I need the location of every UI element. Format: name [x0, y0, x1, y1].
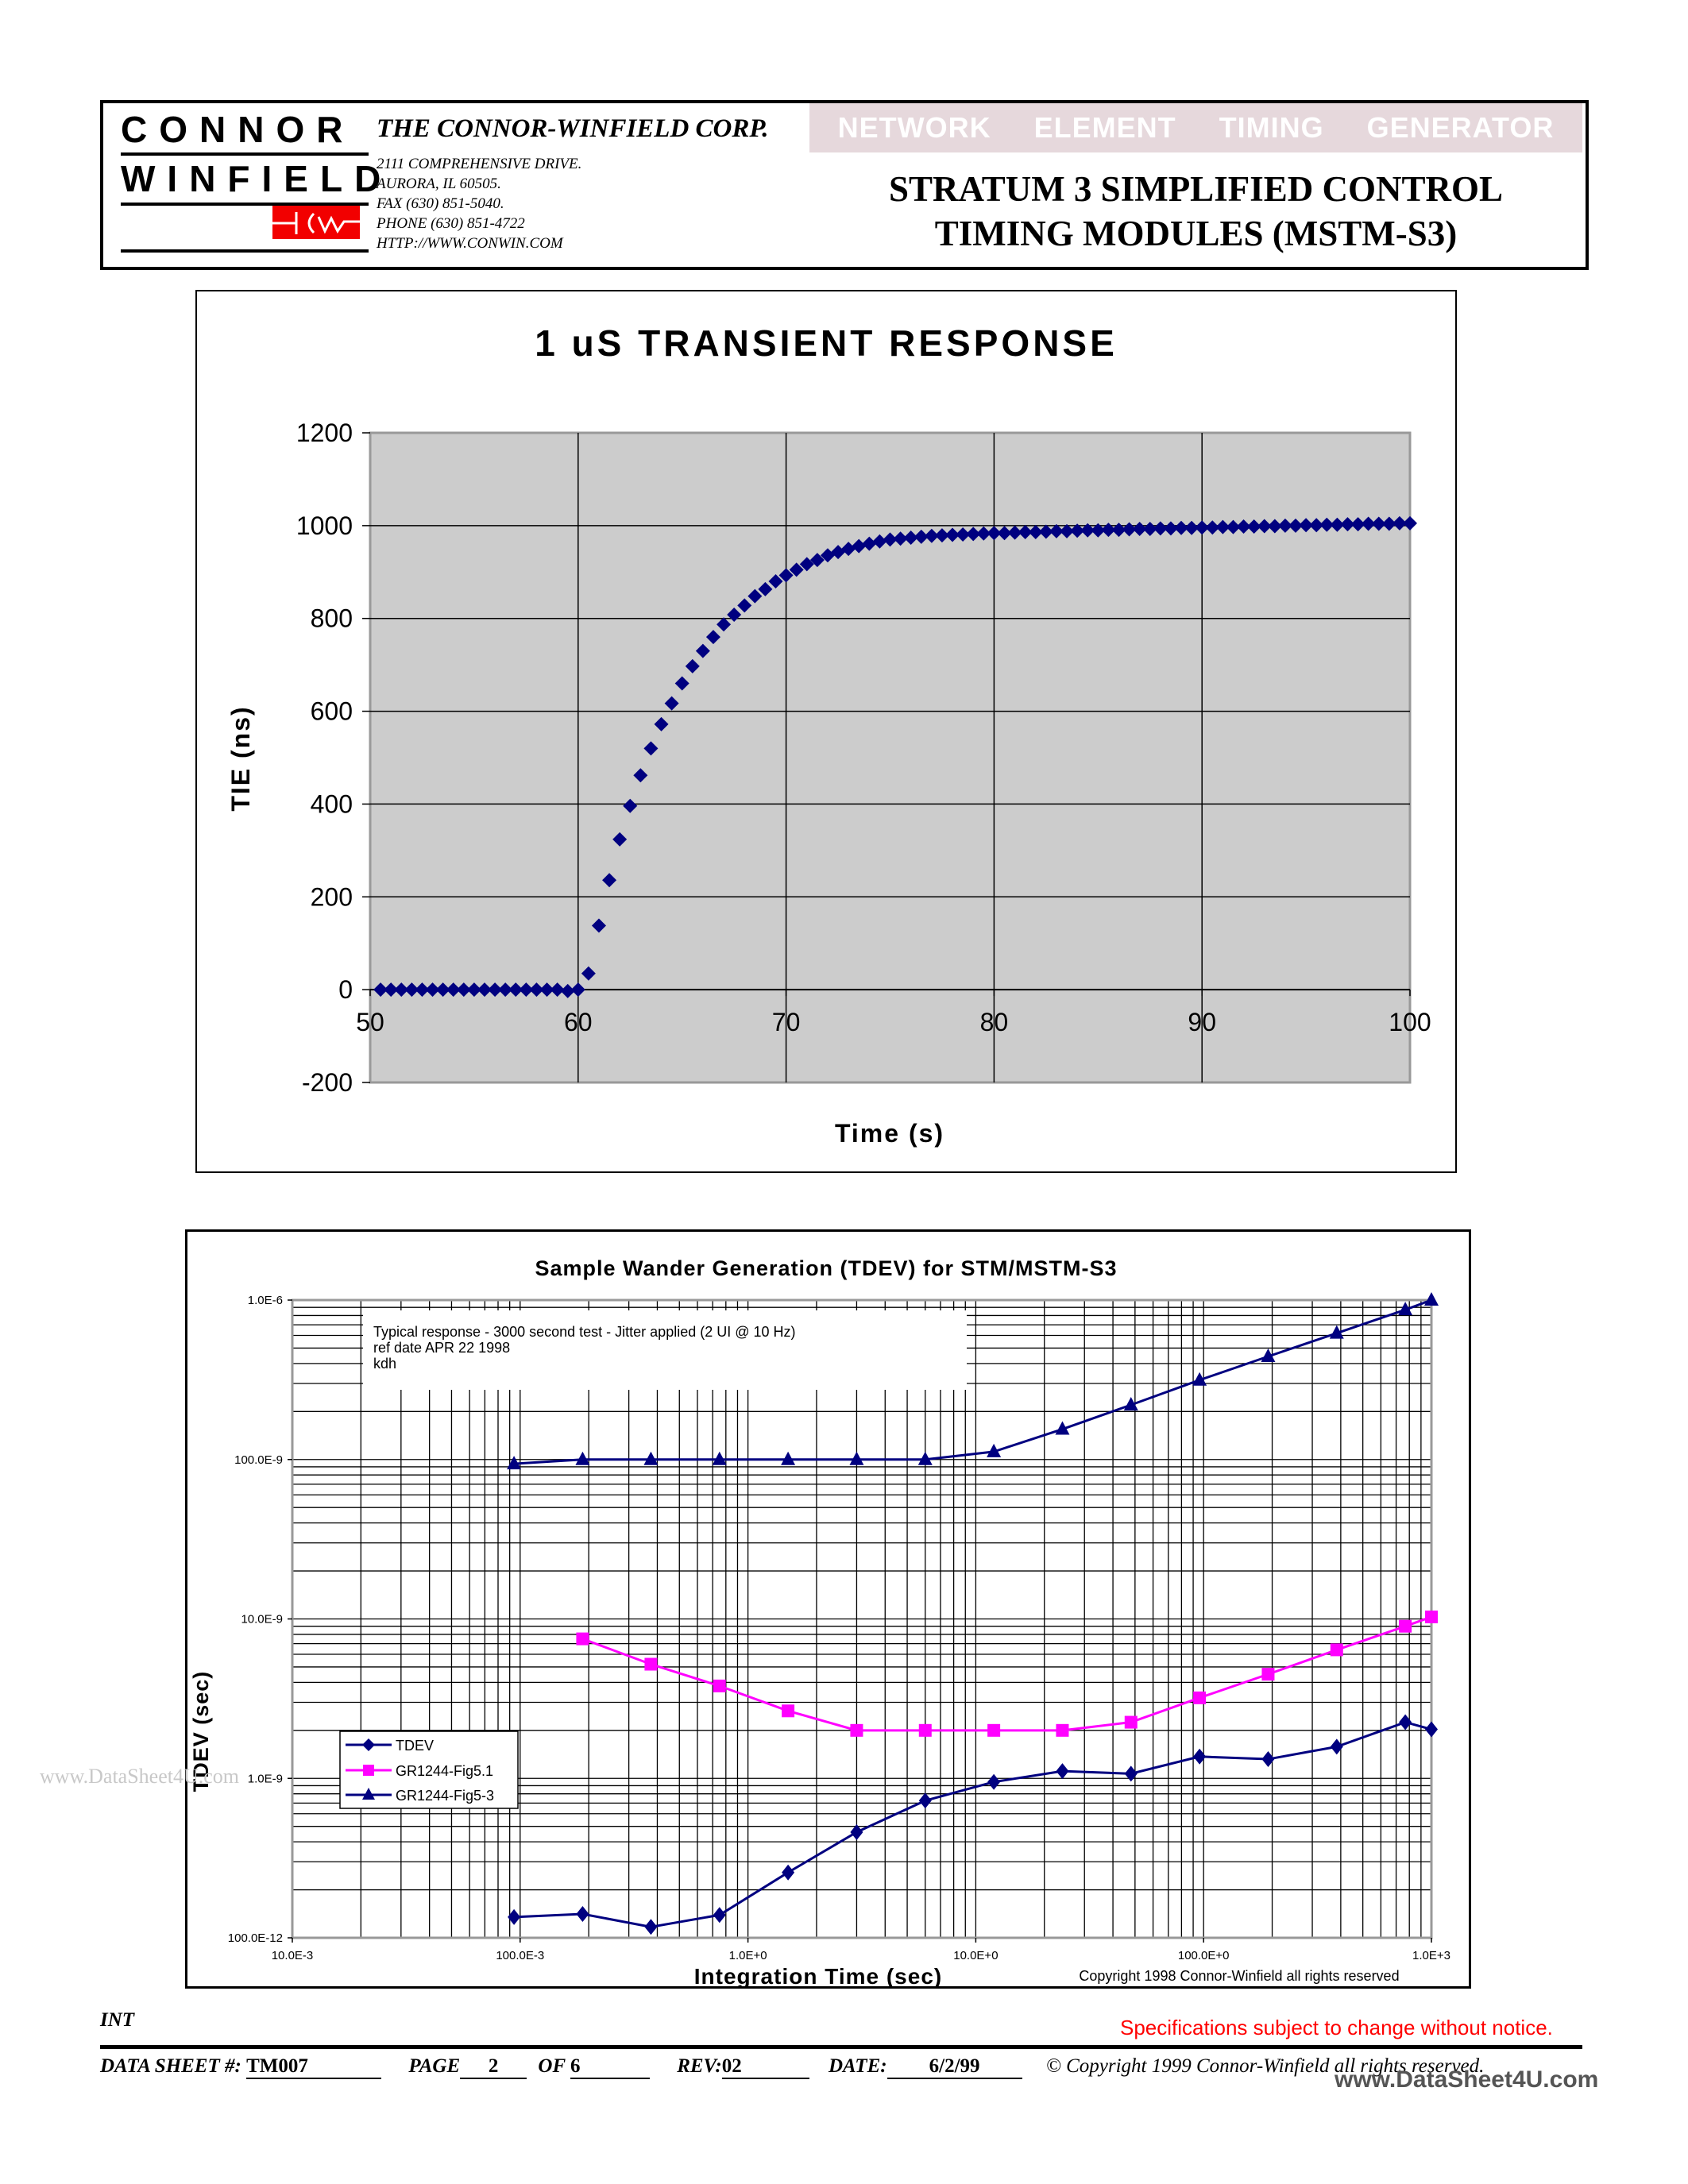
triangle-marker-icon [362, 1788, 375, 1800]
phone-line: PHONE (630) 851-4722 [377, 215, 525, 232]
square-marker-icon [363, 1765, 374, 1776]
logo-rule [121, 203, 369, 206]
svg-text:50: 50 [356, 1008, 384, 1036]
page-number: 2 [460, 2055, 527, 2079]
svg-text:10.0E-3: 10.0E-3 [272, 1949, 314, 1962]
data-sheet-label: DATA SHEET #: [100, 2055, 241, 2077]
svg-text:90: 90 [1188, 1008, 1216, 1036]
diamond-marker-icon [362, 1738, 375, 1751]
chart-legend: TDEV GR1244-Fig5.1 GR1244-Fig5-3 [339, 1731, 519, 1809]
product-title-line2: TIMING MODULES (MSTM-S3) [934, 214, 1458, 253]
watermark-text: www.DataSheet4U.com [40, 1765, 240, 1788]
website-line: HTTP://WWW.CONWIN.COM [377, 235, 563, 252]
y-axis-label: TDEV (sec) [189, 1671, 213, 1792]
svg-text:100.0E-12: 100.0E-12 [228, 1931, 283, 1945]
of-label: OF [538, 2055, 566, 2077]
svg-text:1.0E-9: 1.0E-9 [248, 1772, 283, 1785]
company-address: 2111 COMPREHENSIVE DRIVE. AURORA, IL 605… [377, 154, 581, 253]
svg-text:800: 800 [311, 604, 353, 633]
series-lines [507, 1292, 1439, 1935]
transient-response-chart: 1 uS TRANSIENT RESPONSE -200 0 200 400 600 80… [195, 290, 1457, 1173]
svg-text:10.0E-9: 10.0E-9 [241, 1613, 283, 1626]
data-sheet-number: TM007 [246, 2055, 382, 2079]
footer-rule [100, 2045, 1582, 2049]
spec-notice: Specifications subject to change without… [1120, 2016, 1553, 2039]
product-category-banner: NETWORK ELEMENT TIMING GENERATOR [809, 103, 1582, 152]
copyright-text: © Copyright 1999 Connor-Winfield all rig… [1045, 2055, 1485, 2077]
legend-label: TDEV [396, 1738, 434, 1754]
watermark-site: www.DataSheet4U.com [1335, 2066, 1599, 2093]
chart-copyright: Copyright 1998 Connor-Winfield all right… [1079, 1968, 1399, 1984]
hcw-logo-icon [272, 206, 360, 239]
legend-label: GR1244-Fig5.1 [396, 1763, 493, 1779]
svg-text:200: 200 [311, 882, 353, 911]
footer-code: INT [100, 2009, 135, 2031]
rev-label: REV: [677, 2055, 722, 2077]
page-label: PAGE [408, 2055, 461, 2077]
rev-number: 02 [721, 2055, 809, 2079]
data-points [373, 515, 1417, 998]
svg-text:1000: 1000 [296, 511, 353, 540]
legend-label: GR1244-Fig5-3 [396, 1788, 494, 1804]
x-axis-label: Integration Time (sec) [694, 1964, 942, 1989]
y-axis-label: TIE (ns) [226, 705, 255, 811]
svg-text:0: 0 [338, 975, 353, 1004]
logo-rule [121, 152, 369, 156]
product-title: STRATUM 3 SIMPLIFIED CONTROL TIMING MODU… [809, 167, 1582, 256]
logo-connor: CONNOR [121, 109, 355, 150]
document-header: CONNOR WINFIELD THE CONNOR-WINFIELD CORP… [100, 100, 1589, 270]
chart-title: 1 uS TRANSIENT RESPONSE [535, 322, 1118, 364]
annotation-line: kdh [373, 1356, 396, 1372]
x-axis-label: Time (s) [835, 1119, 944, 1148]
footer-info: DATA SHEET #: TM007 PAGE 2 OF 6 REV:02 DA… [100, 2055, 1484, 2079]
chart-title: Sample Wander Generation (TDEV) for STM/… [535, 1256, 1117, 1280]
annotation-line: Typical response - 3000 second test - Ji… [373, 1324, 796, 1340]
svg-text:60: 60 [564, 1008, 593, 1036]
axis-tick-labels: 10.0E-3 100.0E-3 1.0E+0 10.0E+0 100.0E+0 1.0E… [228, 1294, 1450, 1962]
fax-line: FAX (630) 851-5040. [377, 195, 504, 212]
svg-text:1.0E+0: 1.0E+0 [729, 1949, 767, 1962]
svg-text:-200: -200 [302, 1068, 353, 1097]
svg-text:100.0E-3: 100.0E-3 [496, 1949, 544, 1962]
log-gridlines [292, 1300, 1431, 1939]
svg-text:100.0E-9: 100.0E-9 [234, 1453, 283, 1467]
svg-text:1.0E-6: 1.0E-6 [248, 1294, 283, 1307]
svg-text:10.0E+0: 10.0E+0 [953, 1949, 998, 1962]
svg-text:100: 100 [1389, 1008, 1431, 1036]
svg-text:1200: 1200 [296, 419, 353, 447]
address-line: 2111 COMPREHENSIVE DRIVE. [377, 156, 582, 172]
svg-text:70: 70 [772, 1008, 801, 1036]
logo-rule [121, 249, 369, 253]
logo-winfield: WINFIELD [121, 158, 393, 199]
tdev-wander-chart: Sample Wander Generation (TDEV) for STM/… [185, 1229, 1471, 1989]
date-value: 6/2/99 [886, 2055, 1022, 2079]
axis-ticks: -200 0 200 400 600 800 1000 1200 50 60 70 80 90 100 [296, 419, 1431, 1097]
company-name: THE CONNOR-WINFIELD CORP. [377, 114, 769, 143]
svg-text:80: 80 [980, 1008, 1009, 1036]
svg-text:1.0E+3: 1.0E+3 [1412, 1949, 1450, 1962]
address-line: AURORA, IL 60505. [377, 176, 501, 192]
svg-text:600: 600 [311, 697, 353, 726]
page-total: 6 [570, 2055, 650, 2079]
svg-text:100.0E+0: 100.0E+0 [1178, 1949, 1230, 1962]
date-label: DATE: [828, 2055, 887, 2077]
product-title-line1: STRATUM 3 SIMPLIFIED CONTROL [889, 169, 1503, 209]
svg-text:400: 400 [311, 789, 353, 818]
annotation-line: ref date APR 22 1998 [373, 1340, 510, 1356]
annotation-box [363, 1310, 967, 1390]
